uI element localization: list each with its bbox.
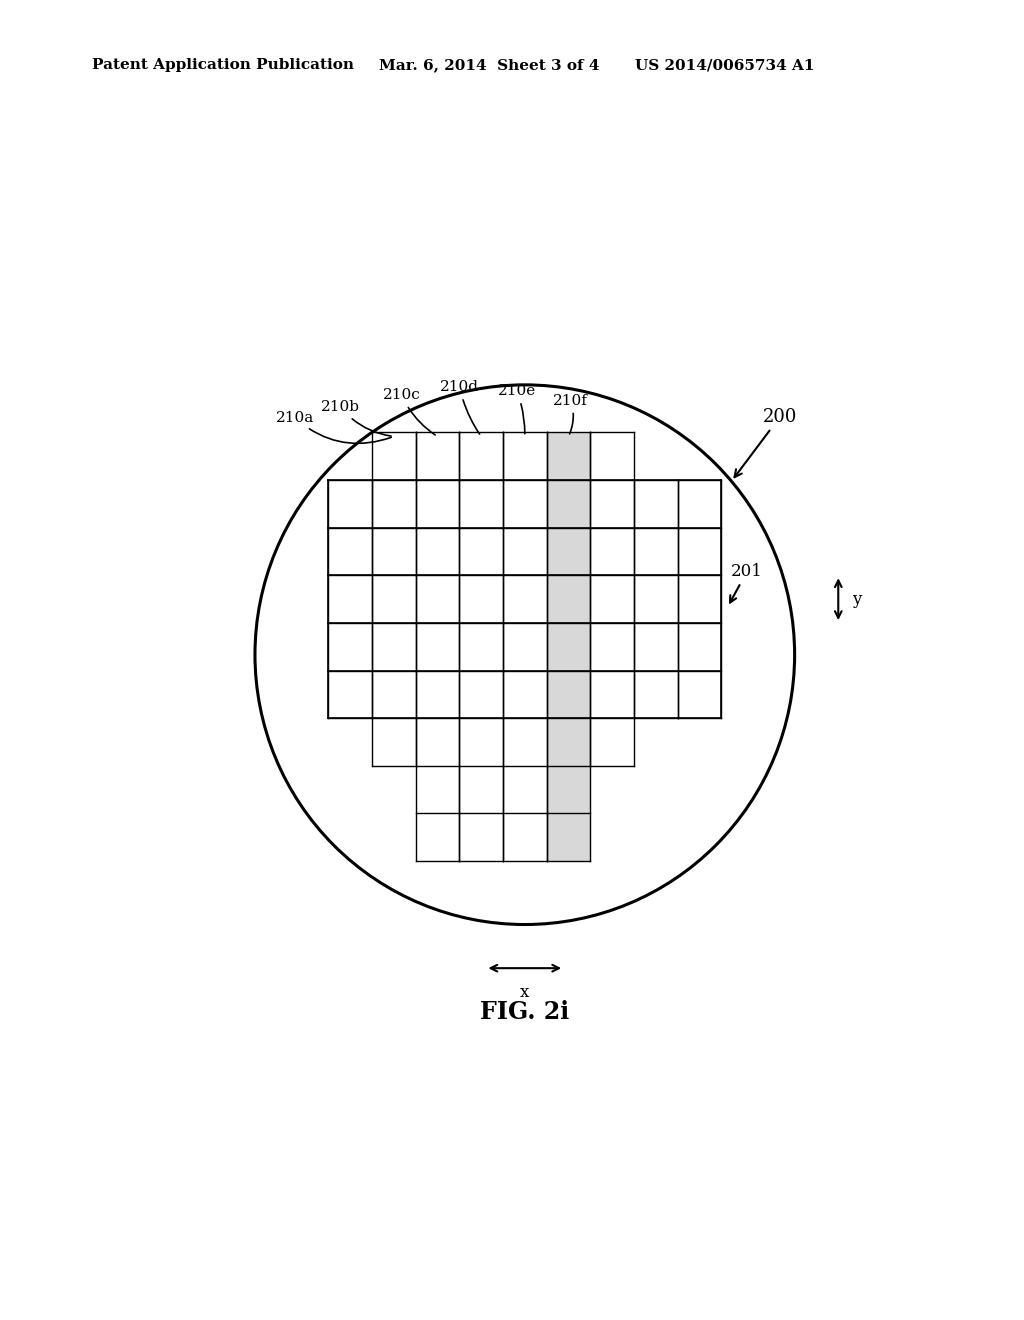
Text: FIG. 2i: FIG. 2i [480,1001,569,1024]
Text: 210c: 210c [383,388,435,434]
Bar [416,433,460,861]
Text: 210a: 210a [275,411,391,444]
Text: 210b: 210b [322,400,391,436]
Text: 201: 201 [730,562,763,603]
Bar [503,433,547,861]
Bar [590,433,634,766]
Text: Patent Application Publication: Patent Application Publication [92,58,354,73]
Bar [547,433,590,861]
Text: 210d: 210d [440,380,479,434]
Text: 210e: 210e [498,384,536,434]
Bar [372,433,416,766]
Text: Mar. 6, 2014  Sheet 3 of 4: Mar. 6, 2014 Sheet 3 of 4 [379,58,599,73]
Bar [329,480,372,718]
Bar [634,480,678,718]
Text: y: y [853,590,862,607]
Text: x: x [520,983,529,1001]
Text: US 2014/0065734 A1: US 2014/0065734 A1 [635,58,814,73]
Text: 210f: 210f [553,393,588,434]
Text: 200: 200 [734,408,798,477]
Bar [460,433,503,861]
Bar [678,480,721,718]
